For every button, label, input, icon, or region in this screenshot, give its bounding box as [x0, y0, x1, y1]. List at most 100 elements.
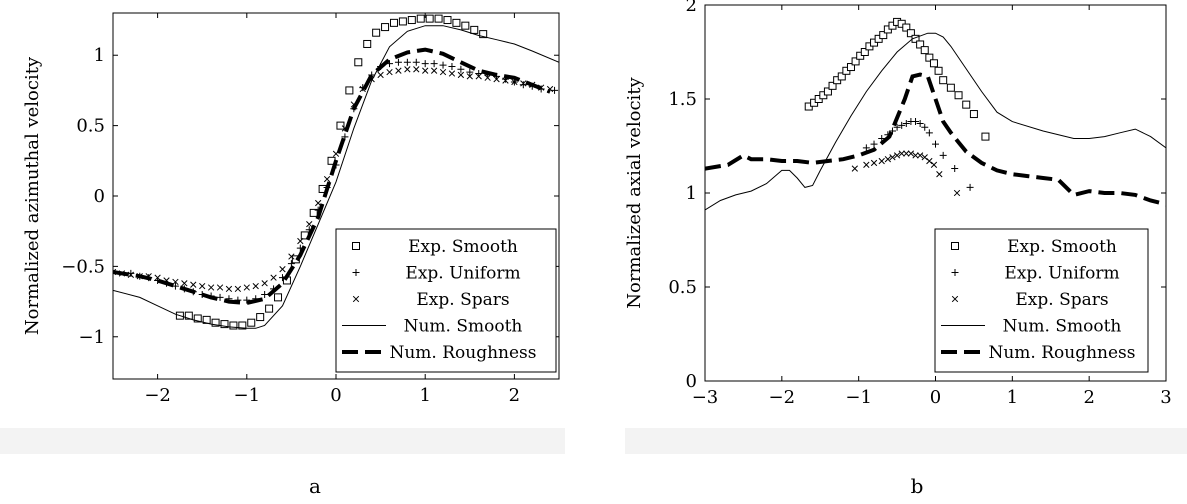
chart-a-ytick-label: 1: [94, 45, 105, 66]
chart-a-series-exp-spars-point: [395, 67, 402, 74]
chart-a-series-exp-spars-point: [225, 285, 233, 293]
chart-b-legend-exp-spars-label: Exp. Spars: [1015, 290, 1108, 310]
chart-b-xtick-label: −3: [692, 387, 719, 408]
chart-b-series-exp-uniform-point: [932, 140, 939, 148]
chart-a-series-exp-spars-point: [323, 175, 331, 183]
chart-a-series-exp-smooth-point: [354, 58, 363, 67]
chart-b-series-exp-uniform-point: [939, 151, 947, 159]
chart-a-series-exp-smooth-point: [389, 18, 398, 27]
chart-a-xtick-label: −2: [144, 385, 171, 406]
chart-b-series-exp-uniform-point: [925, 129, 933, 137]
chart-b-series-exp-spars-point: [889, 154, 896, 161]
chart-b-legend-exp-smooth-swatch: [951, 242, 959, 250]
chart-b-series-exp-spars-point: [870, 159, 878, 167]
chart-b-ytick-label: 0: [686, 371, 697, 392]
chart-a-plot-area: [113, 14, 559, 330]
chart-b-legend-exp-uniform-swatch: [951, 269, 959, 276]
chart-a-series-exp-spars-point: [448, 70, 456, 77]
chart-b-series-exp-spars-point: [878, 157, 885, 165]
chart-a-series-exp-smooth-point: [425, 14, 434, 23]
chart-b-xtick-label: 0: [930, 387, 941, 408]
chart-a-series-exp-spars-point: [216, 284, 224, 291]
caption-band-b: [625, 428, 1187, 454]
chart-a-xtick-label: 1: [419, 385, 430, 406]
chart-b-series-exp-uniform: [862, 118, 974, 191]
chart-a-series-exp-spars-point: [288, 253, 295, 260]
chart-b-series-exp-spars-point: [921, 154, 928, 161]
chart-a-series-exp-smooth-point: [238, 321, 247, 330]
chart-a-legend-exp-uniform-swatch: [352, 269, 360, 276]
chart-a-series-exp-spars-point: [270, 274, 277, 281]
caption-b: b: [910, 474, 924, 498]
chart-b-legend-exp-smooth-label: Exp. Smooth: [1007, 237, 1117, 257]
chart-a-series-exp-smooth-point: [398, 17, 407, 26]
chart-a-series-exp-spars-point: [306, 221, 313, 228]
chart-a-series-exp-smooth-point: [443, 16, 452, 25]
chart-a-series-exp-spars-point: [457, 71, 465, 79]
chart-b-series-exp-uniform-point: [870, 140, 878, 148]
chart-b-ytick-label: 0.5: [668, 277, 697, 298]
chart-a-series-exp-spars-point: [502, 77, 509, 84]
chart-b-series-exp-smooth-point: [946, 83, 955, 92]
chart-a-series-exp-spars-point: [297, 237, 304, 245]
chart-a-series-exp-smooth-point: [256, 313, 265, 322]
chart-b-xtick-label: 3: [1160, 387, 1171, 408]
chart-b-series-exp-uniform-point: [951, 165, 959, 173]
chart-b-series-exp-uniform-point: [862, 144, 870, 152]
chart-b-series-exp-uniform-point: [898, 121, 906, 129]
caption-a: a: [309, 474, 321, 498]
chart-a-series-exp-smooth-point: [184, 311, 193, 320]
chart-b-series-exp-spars-point: [930, 161, 938, 168]
chart-b-series-exp-spars-point: [863, 161, 870, 168]
chart-a-series-exp-smooth-point: [193, 314, 202, 323]
chart-b-series-exp-smooth-point: [851, 57, 860, 66]
chart-b-series-exp-smooth-point: [916, 40, 925, 49]
chart-a-series-exp-smooth-point: [461, 21, 470, 30]
caption-band-a: [0, 428, 565, 454]
chart-a-legend-box: [335, 228, 557, 373]
chart-a-series-exp-smooth-point: [363, 39, 372, 48]
chart-b-series-exp-smooth-point: [823, 87, 832, 96]
chart-a-series-exp-spars-point: [181, 280, 188, 287]
chart-b-series-exp-uniform-point: [902, 119, 910, 127]
chart-a-series-exp-smooth-point: [309, 208, 318, 217]
chart-a-series-exp-spars-point: [422, 67, 429, 74]
chart-a-legend-exp-spars-label: Exp. Spars: [416, 290, 509, 310]
chart-b-series-exp-uniform-point: [916, 119, 924, 127]
chart-a-series-exp-spars-point: [207, 284, 215, 291]
chart-a-series-exp-smooth-point: [336, 121, 345, 130]
chart-a-series-exp-spars-point: [439, 68, 447, 76]
chart-a-xtick-label: −1: [234, 385, 261, 406]
chart-a-series-exp-uniform-point: [403, 58, 411, 66]
chart-b-series-exp-uniform-point: [966, 183, 974, 191]
chart-a-series-exp-uniform-point: [519, 81, 527, 89]
chart-a-series-num-roughness-line: [113, 47, 551, 306]
chart-a-series-exp-spars-point: [466, 73, 473, 80]
chart-a-ylabel: Normalized azimuthal velocity: [22, 56, 43, 335]
chart-b-series-exp-smooth-point: [925, 53, 934, 62]
chart-b-series-exp-smooth-point: [902, 23, 911, 32]
chart-a-series-exp-smooth: [175, 14, 488, 330]
chart-b-series-exp-smooth-point: [981, 132, 990, 141]
chart-a-legend-exp-spars-swatch: [352, 295, 360, 303]
chart-a-series-exp-smooth-point: [229, 321, 238, 330]
chart-a-legend-exp-smooth-swatch: [352, 242, 360, 250]
chart-b-plot-area: [705, 17, 1166, 211]
chart-b-series-exp-spars-point: [884, 156, 892, 163]
chart-a-series-exp-smooth-point: [345, 86, 354, 95]
chart-a-series-exp-smooth-point: [470, 25, 479, 34]
chart-a-series-exp-uniform-point: [466, 68, 474, 76]
chart-b-series-exp-smooth: [804, 17, 990, 141]
chart-a-series-exp-uniform-point: [439, 61, 447, 69]
chart-b-series-exp-smooth-point: [860, 48, 869, 56]
chart-a-legend-num-smooth-label: Num. Smooth: [404, 317, 523, 337]
chart-a-series-exp-spars-point: [234, 285, 242, 293]
chart-a-series-exp-smooth-point: [274, 293, 283, 302]
chart-b-series-exp-smooth-point: [920, 46, 929, 55]
chart-a-series-exp-spars-point: [199, 282, 206, 290]
chart-a-series-exp-spars-point: [520, 80, 527, 87]
chart-a-series-num-smooth: [113, 25, 559, 329]
